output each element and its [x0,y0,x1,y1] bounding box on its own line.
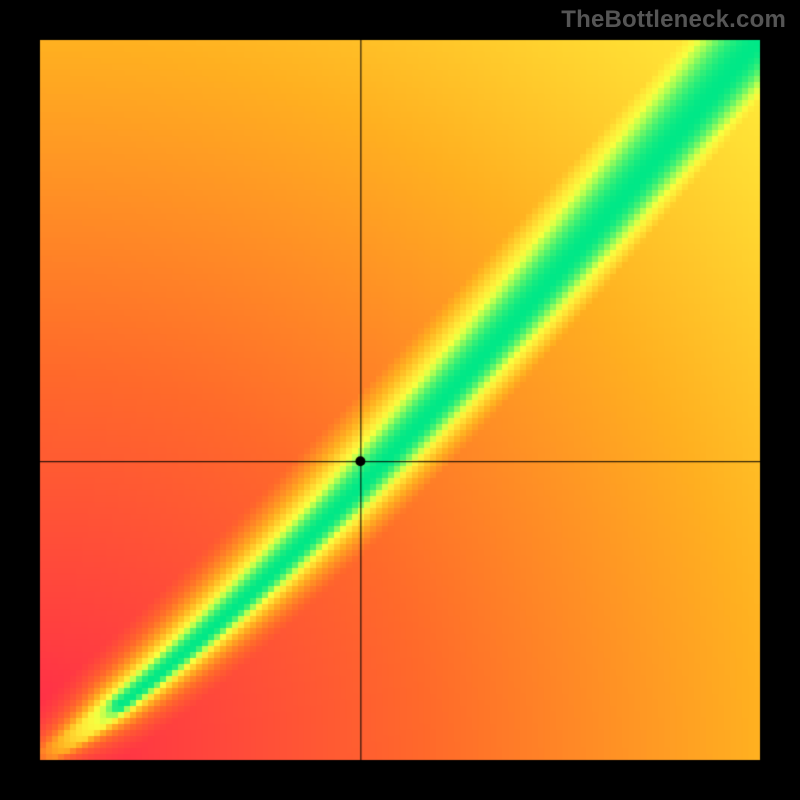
bottleneck-heatmap [0,0,800,800]
chart-container: TheBottleneck.com [0,0,800,800]
watermark-text: TheBottleneck.com [561,6,786,34]
